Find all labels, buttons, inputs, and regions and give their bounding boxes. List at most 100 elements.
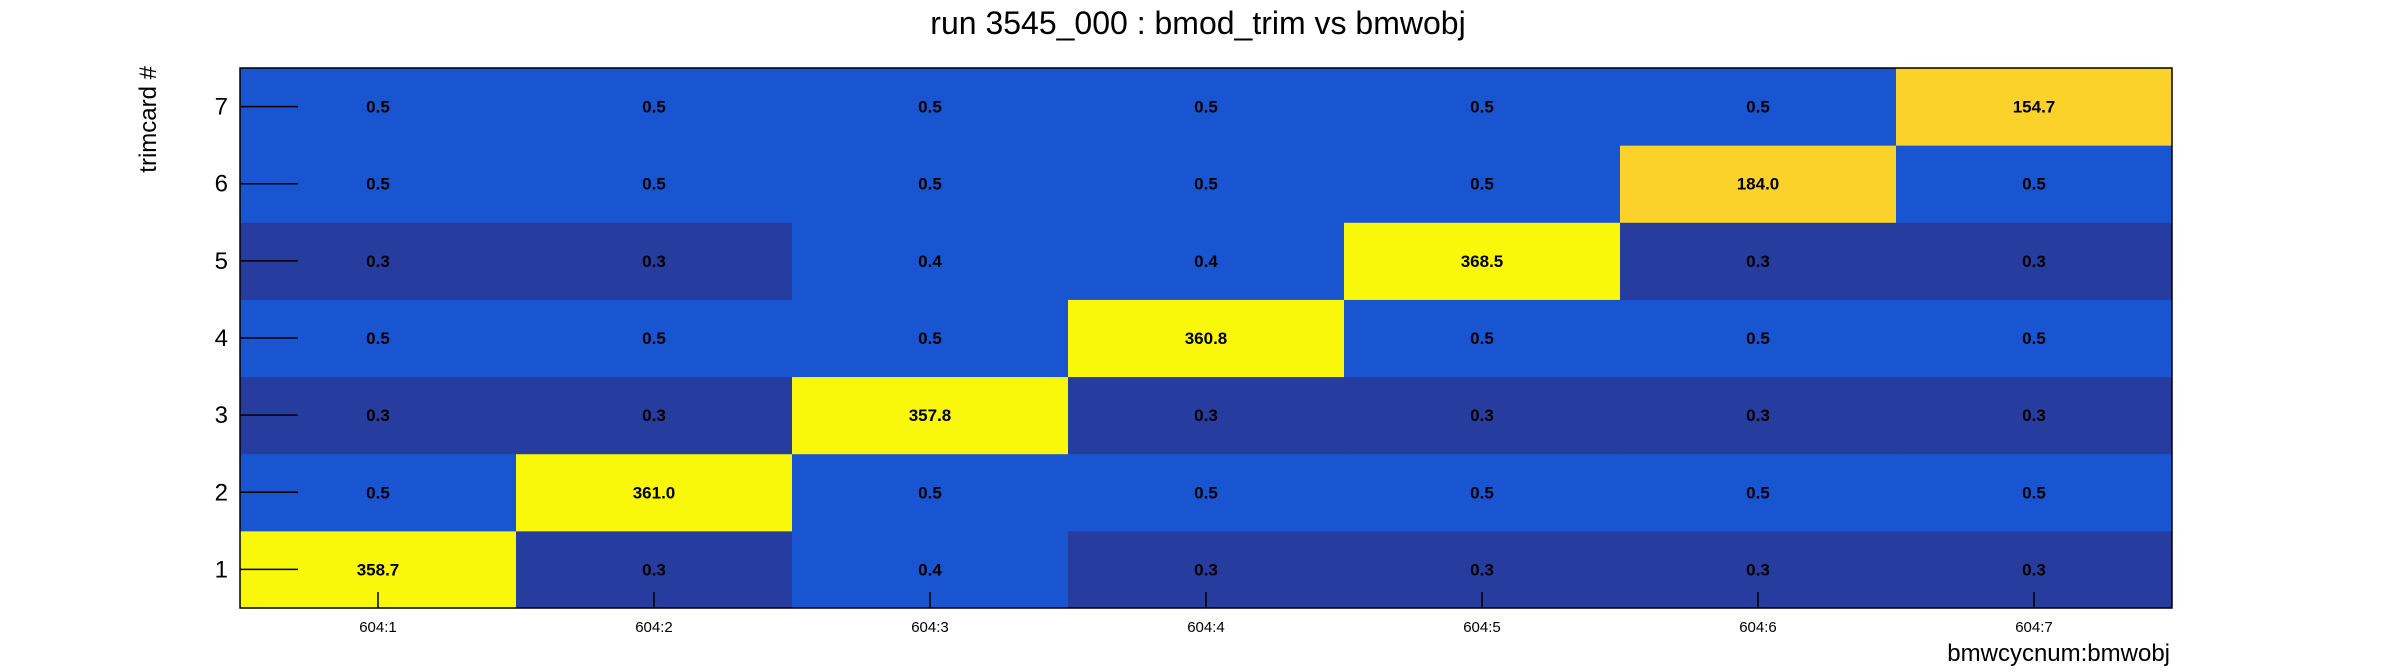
cell-value-label: 0.5 (642, 98, 666, 117)
cell-value-label: 0.5 (1470, 329, 1494, 348)
heatmap-cell (1344, 299, 1621, 378)
cell-value-label: 0.5 (1194, 98, 1218, 117)
heatmap-cell (1068, 453, 1345, 532)
heatmap-cell (792, 145, 1069, 223)
x-axis-title: bmwcycnum:bmwobj (1947, 640, 2170, 667)
cell-value-label: 0.3 (2022, 252, 2046, 271)
cell-value-label: 0.3 (642, 560, 666, 579)
y-axis-title: trimcard # (135, 65, 162, 172)
cell-value-label: 0.3 (366, 252, 390, 271)
y-axis-tick-label: 7 (215, 94, 228, 121)
chart-title: run 3545_000 : bmod_trim vs bmwobj (930, 5, 1465, 41)
heatmap-cell (1896, 222, 2173, 300)
cell-value-label: 0.3 (1194, 406, 1218, 425)
cell-value-label: 0.3 (2022, 406, 2046, 425)
cell-value-label: 0.5 (1194, 175, 1218, 194)
cell-value-label: 357.8 (909, 406, 952, 425)
cell-value-label: 0.5 (1470, 98, 1494, 117)
cell-value-label: 0.3 (642, 252, 666, 271)
heatmap-cell (792, 222, 1069, 300)
cell-value-label: 0.5 (1746, 483, 1770, 502)
heatmap-cell (792, 299, 1069, 378)
cell-value-label: 361.0 (633, 483, 676, 502)
x-axis-tick-label: 604:3 (911, 619, 949, 636)
cell-value-label: 0.4 (918, 560, 942, 579)
cell-value-label: 0.5 (2022, 483, 2046, 502)
cell-value-label: 0.4 (918, 252, 942, 271)
x-axis-tick-labels: 604:1 604:2 604:3 604:4 604:5 604:6 604:7 (359, 619, 2053, 636)
heatmap-cell (1068, 299, 1345, 378)
cell-value-label: 360.8 (1185, 329, 1228, 348)
cell-value-label: 184.0 (1737, 175, 1780, 194)
heatmap-cell-labels: 358.7 0.3 0.4 0.3 0.3 0.3 0.3 0.5 361.0 0.5 0.5 0.5… (357, 98, 2056, 580)
heatmap-cell (1344, 145, 1621, 223)
heatmap-cell (1344, 68, 1621, 146)
heatmap-cell (1620, 376, 1897, 455)
cell-value-label: 0.5 (1746, 329, 1770, 348)
y-axis-tick-label: 6 (215, 171, 228, 198)
cell-value-label: 0.4 (1194, 252, 1218, 271)
heatmap-cell (516, 145, 793, 223)
cell-value-label: 358.7 (357, 560, 400, 579)
cell-value-label: 0.3 (1746, 560, 1770, 579)
cell-value-label: 0.3 (1470, 406, 1494, 425)
cell-value-label: 0.5 (1746, 98, 1770, 117)
cell-value-label: 0.5 (366, 483, 390, 502)
x-axis-tick-label: 604:2 (635, 619, 673, 636)
heatmap-cell (1896, 453, 2173, 532)
cell-value-label: 0.5 (918, 329, 942, 348)
heatmap-cell (516, 68, 793, 146)
cell-value-label: 0.5 (2022, 329, 2046, 348)
x-axis-tick-label: 604:4 (1187, 619, 1225, 636)
heatmap-cell (1620, 222, 1897, 300)
heatmap-cell (516, 299, 793, 378)
heatmap-cell (1620, 453, 1897, 532)
heatmap-cell (1068, 376, 1345, 455)
heatmap-cell (792, 453, 1069, 532)
cell-value-label: 0.5 (366, 98, 390, 117)
heatmap-cells (240, 68, 2173, 609)
cell-value-label: 0.5 (366, 175, 390, 194)
cell-value-label: 0.5 (642, 329, 666, 348)
cell-value-label: 0.3 (1746, 252, 1770, 271)
y-axis-tick-label: 3 (215, 402, 228, 429)
y-axis-tick-label: 4 (215, 325, 228, 352)
heatmap-cell (1896, 376, 2173, 455)
cell-value-label: 368.5 (1461, 252, 1504, 271)
cell-value-label: 0.5 (918, 483, 942, 502)
cell-value-label: 0.3 (366, 406, 390, 425)
heatmap-cell (1068, 222, 1345, 300)
y-axis-tick-label: 2 (215, 479, 228, 506)
cell-value-label: 0.3 (2022, 560, 2046, 579)
x-axis-tick-label: 604:7 (2015, 619, 2053, 636)
x-axis-tick-label: 604:5 (1463, 619, 1501, 636)
y-axis-tick-labels: 1 2 3 4 5 6 7 (215, 94, 228, 584)
x-axis-tick-label: 604:1 (359, 619, 397, 636)
cell-value-label: 0.5 (918, 98, 942, 117)
y-axis-tick-label: 1 (215, 556, 228, 583)
heatmap-cell (1344, 376, 1621, 455)
heatmap-cell (1344, 453, 1621, 532)
cell-value-label: 0.5 (366, 329, 390, 348)
heatmap-cell (1620, 299, 1897, 378)
cell-value-label: 0.3 (642, 406, 666, 425)
cell-value-label: 154.7 (2013, 98, 2056, 117)
cell-value-label: 0.5 (642, 175, 666, 194)
heatmap-cell (792, 376, 1069, 455)
heatmap-cell (516, 222, 793, 300)
heatmap-cell (1896, 299, 2173, 378)
heatmap-cell (1620, 68, 1897, 146)
heatmap-cell (1896, 145, 2173, 223)
x-axis-tick-label: 604:6 (1739, 619, 1777, 636)
heatmap-cell (516, 376, 793, 455)
heatmap-cell (1896, 68, 2173, 146)
cell-value-label: 0.5 (2022, 175, 2046, 194)
cell-value-label: 0.5 (918, 175, 942, 194)
cell-value-label: 0.3 (1194, 560, 1218, 579)
heatmap-cell (1068, 145, 1345, 223)
cell-value-label: 0.3 (1470, 560, 1494, 579)
cell-value-label: 0.3 (1746, 406, 1770, 425)
heatmap-cell (1344, 222, 1621, 300)
cell-value-label: 0.5 (1194, 483, 1218, 502)
